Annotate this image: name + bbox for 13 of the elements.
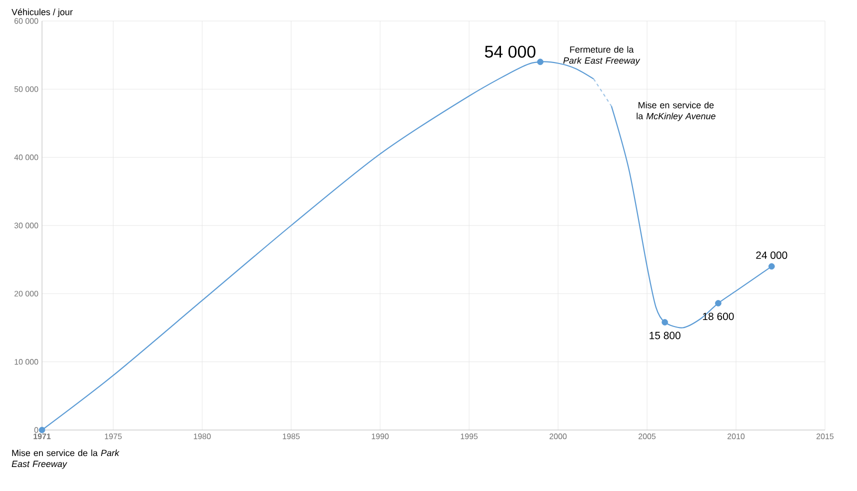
data-label: 24 000 xyxy=(756,251,788,259)
point xyxy=(38,426,46,434)
y-axis-title: Véhicules / jour xyxy=(12,8,73,17)
annotation: Fermeture de la Park East Freeway xyxy=(563,46,640,66)
annotation: Mise en service de la McKinley Avenue xyxy=(636,102,716,122)
data-label: 15 800 xyxy=(650,332,680,340)
point xyxy=(715,300,722,306)
point xyxy=(662,319,668,326)
point xyxy=(537,58,544,66)
data-label: 18 600 xyxy=(703,312,734,320)
point xyxy=(768,263,775,270)
data-label: 54 000 xyxy=(484,46,536,58)
text: Mise en service de la Park East Freeway xyxy=(12,450,120,469)
